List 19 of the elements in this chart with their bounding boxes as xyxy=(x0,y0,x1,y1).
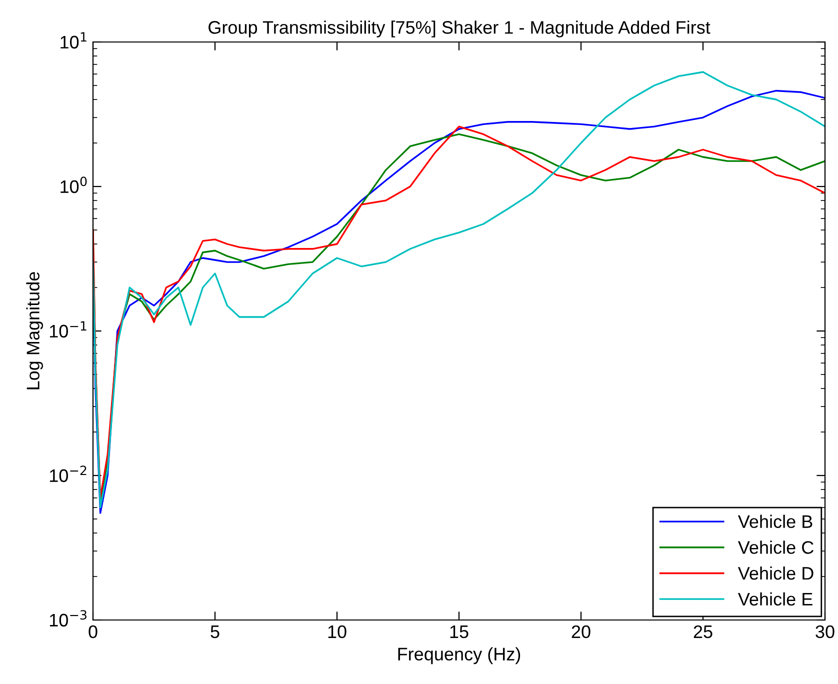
x-tick-label: 10 xyxy=(328,625,346,638)
x-tick-label: 15 xyxy=(450,626,468,638)
legend-label: Vehicle C xyxy=(738,540,814,554)
y-tick-label: 10$^{−1}$ xyxy=(50,321,86,338)
chart-title: Group Transmissibility [75%] Shaker 1 - Magnitude Added First xyxy=(208,20,710,38)
y-tick-label: 10$^{−3}$ xyxy=(50,610,86,627)
y-tick-label: 10$^{1}$ xyxy=(60,32,86,49)
y-tick-label: 10$^{−2}$ xyxy=(50,466,86,482)
y-tick-label: 10$^{0}$ xyxy=(60,176,87,194)
x-tick-label: 5 xyxy=(210,626,220,638)
legend-label: Vehicle B xyxy=(738,514,812,528)
x-tick-label: 30 xyxy=(816,625,834,638)
x-tick-label: 20 xyxy=(572,625,590,638)
legend-label: Vehicle D xyxy=(738,566,814,580)
y-axis-title: Log Magnitude xyxy=(26,272,44,390)
legend-label: Vehicle E xyxy=(738,592,812,606)
x-axis-title: Frequency (Hz) xyxy=(398,647,520,664)
x-tick-label: 25 xyxy=(694,625,712,638)
x-tick-label: 0 xyxy=(88,625,98,638)
